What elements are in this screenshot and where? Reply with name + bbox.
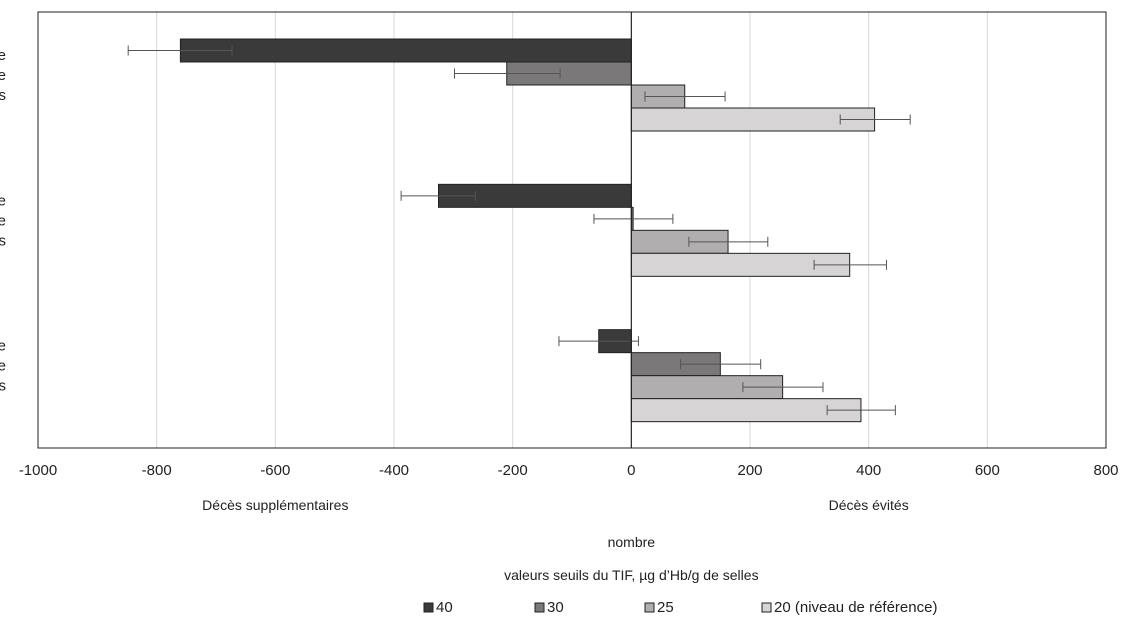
legend-label-1: 30 (547, 599, 564, 616)
x-tick-label-6: 200 (737, 462, 762, 479)
plot-frame (37, 11, 1107, 449)
bar-2-3 (630, 398, 862, 423)
x-tick-label-8: 600 (975, 462, 1000, 479)
category-label-fragment-1-0: e (0, 192, 6, 209)
x-axis-title: nombre (608, 534, 656, 550)
category-label-fragment-0-1: e (0, 67, 6, 84)
category-label-fragment-0-0: e (0, 47, 6, 64)
category-label-fragment-0-2: s (0, 87, 6, 104)
category-label-fragment-2-0: e (0, 338, 6, 355)
category-label-fragment-2-2: s (0, 378, 6, 395)
legend-swatch-1 (534, 602, 545, 613)
legend-label-3: 20 (niveau de référence) (774, 599, 937, 616)
x-tick-label-7: 400 (856, 462, 881, 479)
legend-swatch-0 (423, 602, 434, 613)
legend-label-2: 25 (657, 599, 674, 616)
category-label-fragment-1-1: e (0, 212, 6, 229)
bar-0-3 (630, 107, 876, 132)
x-tick-label-4: -200 (498, 462, 528, 479)
left-caption: Décès supplémentaires (202, 497, 348, 513)
bar-0-0 (179, 38, 632, 63)
right-caption: Décès évités (829, 497, 909, 513)
category-label-fragment-2-1: e (0, 358, 6, 375)
x-tick-label-1: -800 (142, 462, 172, 479)
x-tick-label-9: 800 (1093, 462, 1118, 479)
legend-swatch-2 (644, 602, 655, 613)
x-tick-label-2: -600 (260, 462, 290, 479)
legend-swatch-3 (761, 602, 772, 613)
x-tick-label-0: -1000 (19, 462, 57, 479)
x-tick-label-3: -400 (379, 462, 409, 479)
legend-label-0: 40 (436, 599, 453, 616)
legend-title: valeurs seuils du TIF, µg d’Hb/g de sell… (504, 567, 759, 583)
category-label-fragment-1-2: s (0, 232, 6, 249)
x-tick-label-5: 0 (627, 462, 635, 479)
